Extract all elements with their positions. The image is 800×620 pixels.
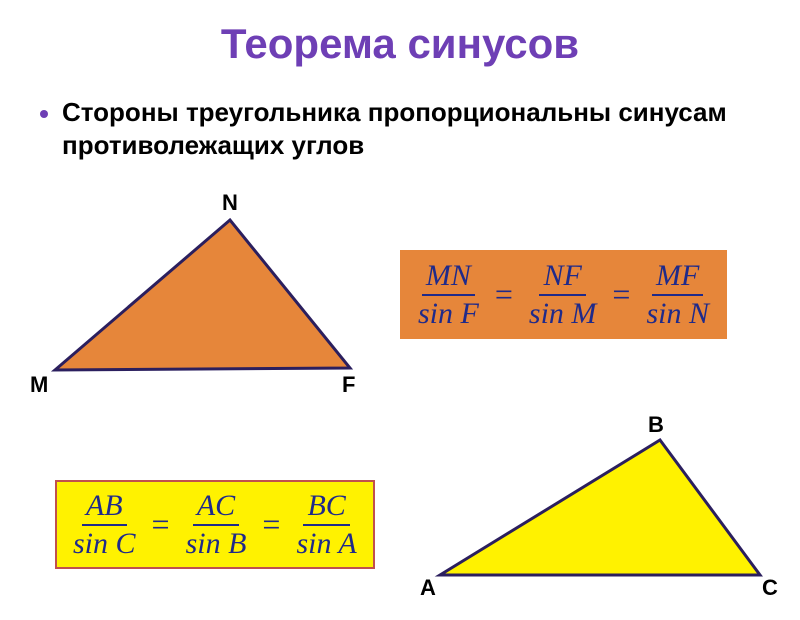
denominator: sin C [69, 526, 140, 560]
vertex-label-a: A [420, 575, 436, 601]
numerator: MF [652, 260, 703, 296]
fraction: MF sin N [642, 260, 713, 329]
denominator: sin N [642, 296, 713, 330]
bullet-icon [40, 110, 48, 118]
fraction: AB sin C [69, 490, 140, 559]
vertex-label-m: M [30, 372, 48, 398]
denominator: sin F [414, 296, 483, 330]
denominator: sin B [182, 526, 251, 560]
vertex-label-f: F [342, 372, 355, 398]
vertex-label-b: B [648, 412, 664, 438]
subtitle-text: Стороны треугольника пропорциональны син… [62, 96, 762, 161]
triangle-mnf [40, 210, 380, 390]
equals-sign: = [150, 506, 172, 543]
numerator: BC [303, 490, 349, 526]
formula-mnf: MN sin F = NF sin M = MF sin N [400, 250, 727, 339]
fraction: AC sin B [182, 490, 251, 559]
denominator: sin A [292, 526, 360, 560]
denominator: sin M [525, 296, 601, 330]
fraction: BC sin A [292, 490, 360, 559]
vertex-label-c: C [762, 575, 778, 601]
numerator: MN [422, 260, 475, 296]
page-title: Теорема синусов [0, 20, 800, 68]
equals-sign: = [610, 276, 632, 313]
fraction: MN sin F [414, 260, 483, 329]
numerator: AC [193, 490, 239, 526]
subtitle-row: Стороны треугольника пропорциональны син… [40, 96, 800, 161]
formula-abc: AB sin C = AC sin B = BC sin A [55, 480, 375, 569]
equals-sign: = [493, 276, 515, 313]
numerator: NF [539, 260, 585, 296]
numerator: AB [82, 490, 127, 526]
vertex-label-n: N [222, 190, 238, 216]
fraction: NF sin M [525, 260, 601, 329]
equals-sign: = [260, 506, 282, 543]
triangle-abc [430, 430, 780, 590]
